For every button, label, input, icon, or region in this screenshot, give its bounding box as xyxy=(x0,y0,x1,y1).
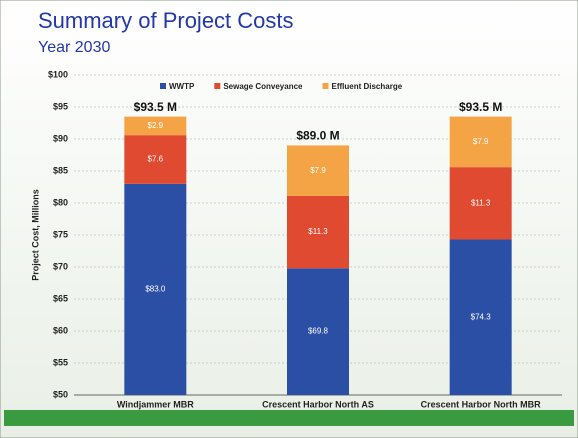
legend-label: WWTP xyxy=(169,82,195,91)
value-label: $2.9 xyxy=(148,121,164,130)
y-tick-label: $55 xyxy=(53,357,68,367)
legend-swatch xyxy=(160,83,166,89)
value-label: $7.9 xyxy=(473,137,489,146)
value-label: $69.8 xyxy=(308,327,329,336)
y-tick-label: $65 xyxy=(53,293,68,303)
bar-segment xyxy=(124,116,187,136)
y-tick-label: $95 xyxy=(53,101,68,111)
footer-band xyxy=(4,410,574,426)
bar-segment xyxy=(287,195,349,269)
legend-swatch xyxy=(214,83,221,89)
value-label: $7.9 xyxy=(310,166,326,175)
total-label: $89.0 M xyxy=(296,129,339,143)
bar-segment xyxy=(287,145,349,196)
bar-segment xyxy=(449,116,512,168)
value-label: $74.3 xyxy=(471,312,492,321)
x-tick-label: Crescent Harbor North AS xyxy=(262,399,374,409)
legend-swatch xyxy=(322,83,329,89)
y-tick-label: $50 xyxy=(53,389,68,399)
value-label: $83.0 xyxy=(145,285,166,294)
bar-segment xyxy=(124,183,187,395)
chart-subtitle: Year 2030 xyxy=(38,39,110,56)
value-label: $11.3 xyxy=(471,198,491,207)
y-tick-label: $75 xyxy=(53,229,68,239)
legend-label: Sewage Conveyance xyxy=(223,82,303,91)
legend-label: Effluent Discharge xyxy=(331,82,402,91)
x-tick-label: Crescent Harbor North MBR xyxy=(421,399,542,409)
y-tick-label: $80 xyxy=(53,197,68,207)
total-label: $93.5 M xyxy=(134,100,177,114)
x-tick-label: Windjammer MBR xyxy=(117,399,194,409)
y-tick-label: $100 xyxy=(48,69,68,79)
y-axis-label: Project Cost, Millions xyxy=(30,189,40,281)
bar-segment xyxy=(287,268,349,395)
total-label: $93.5 M xyxy=(459,100,502,114)
value-label: $7.6 xyxy=(148,155,164,164)
chart-title: Summary of Project Costs xyxy=(38,8,294,33)
y-tick-label: $60 xyxy=(53,325,68,335)
value-label: $11.3 xyxy=(308,227,328,236)
bar-segment xyxy=(449,239,512,395)
y-tick-label: $70 xyxy=(53,261,68,271)
y-tick-label: $90 xyxy=(53,133,68,143)
bar-segment xyxy=(449,167,512,240)
bar-segment xyxy=(124,135,187,184)
y-tick-label: $85 xyxy=(53,165,68,175)
